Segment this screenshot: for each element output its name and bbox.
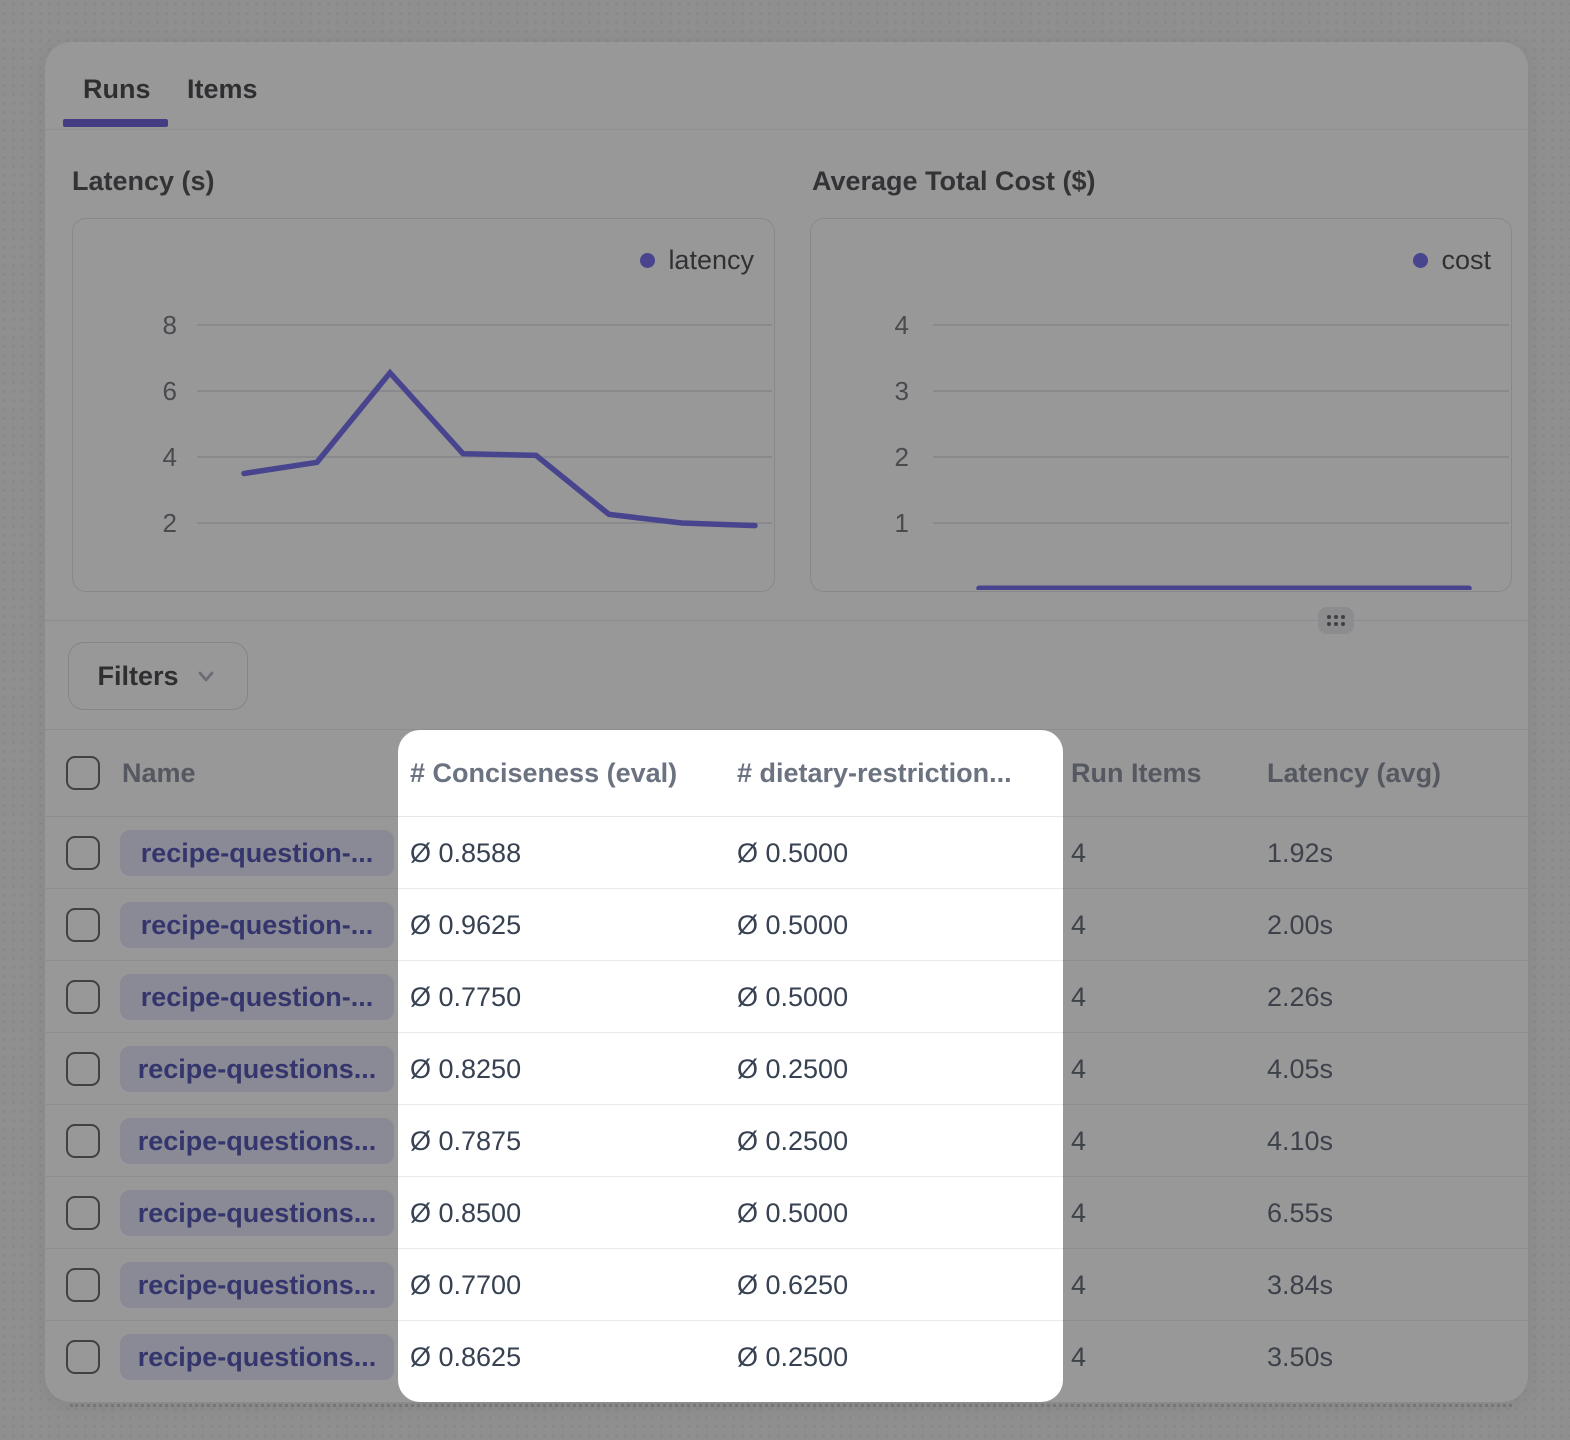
conciseness-cell: Ø 0.7875 [410, 1105, 521, 1177]
tabbar-divider [45, 129, 1528, 130]
filters-button[interactable]: Filters [68, 642, 248, 710]
run-name-badge[interactable]: recipe-questions... [120, 1190, 394, 1236]
conciseness-cell: Ø 0.8588 [410, 817, 521, 889]
run-items-cell: 4 [1071, 1249, 1086, 1321]
row-checkbox[interactable] [66, 1340, 100, 1374]
run-items-cell: 4 [1071, 817, 1086, 889]
y-tick-label: 6 [163, 376, 177, 406]
y-tick-label: 4 [163, 442, 177, 472]
conciseness-cell: Ø 0.8500 [410, 1177, 521, 1249]
dietary-restriction-cell: Ø 0.5000 [737, 817, 848, 889]
run-items-cell: 4 [1071, 961, 1086, 1033]
latency-chart: 8 6 4 2 latency [72, 218, 775, 592]
latency-chart-title: Latency (s) [72, 165, 215, 197]
latency-avg-cell: 3.84s [1267, 1249, 1333, 1321]
cost-chart-title: Average Total Cost ($) [812, 165, 1096, 197]
tab-runs[interactable]: Runs [83, 73, 151, 105]
row-checkbox[interactable] [66, 1124, 100, 1158]
table-row: recipe-questions... Ø 0.8250 Ø 0.2500 4 4.05… [45, 1033, 1528, 1105]
latency-avg-cell: 6.55s [1267, 1177, 1333, 1249]
cost-chart-plot: 4 3 2 1 [811, 219, 1510, 590]
cost-legend: cost [1413, 245, 1491, 276]
page: { "tabs": { "runs": "Runs", "items": "It… [0, 0, 1570, 1440]
header-name: Name [122, 729, 196, 817]
horizontal-scrollbar[interactable] [70, 1404, 1512, 1407]
y-tick-label: 2 [895, 442, 909, 472]
dietary-restriction-cell: Ø 0.2500 [737, 1321, 848, 1393]
y-tick-label: 3 [895, 376, 909, 406]
run-name-badge[interactable]: recipe-questions... [120, 1046, 394, 1092]
run-items-cell: 4 [1071, 1177, 1086, 1249]
table-row: recipe-questions... Ø 0.7700 Ø 0.6250 4 3.84… [45, 1249, 1528, 1321]
latency-avg-cell: 3.50s [1267, 1321, 1333, 1393]
tab-items[interactable]: Items [187, 73, 258, 105]
cost-legend-label: cost [1441, 245, 1491, 276]
dietary-restriction-cell: Ø 0.6250 [737, 1249, 848, 1321]
latency-avg-cell: 2.00s [1267, 889, 1333, 961]
conciseness-cell: Ø 0.8625 [410, 1321, 521, 1393]
dietary-restriction-cell: Ø 0.5000 [737, 889, 848, 961]
resize-drag-handle[interactable] [1318, 607, 1354, 634]
header-run-items: Run Items [1071, 729, 1202, 817]
dietary-restriction-cell: Ø 0.2500 [737, 1033, 848, 1105]
run-items-cell: 4 [1071, 1105, 1086, 1177]
run-items-cell: 4 [1071, 1033, 1086, 1105]
conciseness-cell: Ø 0.9625 [410, 889, 521, 961]
select-all-checkbox[interactable] [66, 756, 100, 790]
dietary-restriction-cell: Ø 0.2500 [737, 1105, 848, 1177]
latency-avg-cell: 2.26s [1267, 961, 1333, 1033]
run-items-cell: 4 [1071, 1321, 1086, 1393]
chevron-down-icon [193, 663, 219, 689]
table-row: recipe-question-... Ø 0.8588 Ø 0.5000 4 1.92… [45, 817, 1528, 889]
grip-dots-icon [1327, 615, 1345, 626]
latency-line [244, 373, 755, 526]
table-row: recipe-questions... Ø 0.7875 Ø 0.2500 4 4.10… [45, 1105, 1528, 1177]
latency-avg-cell: 4.10s [1267, 1105, 1333, 1177]
latency-legend-dot [640, 253, 655, 268]
dietary-restriction-cell: Ø 0.5000 [737, 961, 848, 1033]
table-row: recipe-question-... Ø 0.7750 Ø 0.5000 4 2.26… [45, 961, 1528, 1033]
run-items-cell: 4 [1071, 889, 1086, 961]
charts-divider [45, 620, 1528, 621]
table-row: recipe-question-... Ø 0.9625 Ø 0.5000 4 2.00… [45, 889, 1528, 961]
conciseness-cell: Ø 0.7700 [410, 1249, 521, 1321]
row-checkbox[interactable] [66, 908, 100, 942]
cost-legend-dot [1413, 253, 1428, 268]
header-dietary-restriction: # dietary-restriction... [737, 729, 1012, 817]
header-conciseness: # Conciseness (eval) [410, 729, 677, 817]
y-tick-label: 8 [163, 310, 177, 340]
row-checkbox[interactable] [66, 836, 100, 870]
row-checkbox[interactable] [66, 1052, 100, 1086]
y-tick-label: 2 [163, 508, 177, 538]
cost-chart: 4 3 2 1 cost [810, 218, 1512, 592]
runs-panel: Runs Items Latency (s) Average Total Cos… [45, 42, 1528, 1402]
row-checkbox[interactable] [66, 1268, 100, 1302]
active-tab-underline [63, 119, 168, 127]
latency-avg-cell: 4.05s [1267, 1033, 1333, 1105]
conciseness-cell: Ø 0.7750 [410, 961, 521, 1033]
run-name-badge[interactable]: recipe-question-... [120, 902, 394, 948]
latency-legend-label: latency [668, 245, 754, 276]
run-name-badge[interactable]: recipe-questions... [120, 1262, 394, 1308]
filters-label: Filters [97, 661, 178, 692]
row-checkbox[interactable] [66, 1196, 100, 1230]
run-name-badge[interactable]: recipe-questions... [120, 1118, 394, 1164]
y-tick-label: 1 [895, 508, 909, 538]
table-row: recipe-questions... Ø 0.8625 Ø 0.2500 4 3.50… [45, 1321, 1528, 1393]
latency-legend: latency [640, 245, 754, 276]
table-row: recipe-questions... Ø 0.8500 Ø 0.5000 4 6.55… [45, 1177, 1528, 1249]
table-header: Name # Conciseness (eval) # dietary-rest… [45, 729, 1528, 817]
row-checkbox[interactable] [66, 980, 100, 1014]
run-name-badge[interactable]: recipe-question-... [120, 830, 394, 876]
conciseness-cell: Ø 0.8250 [410, 1033, 521, 1105]
run-name-badge[interactable]: recipe-question-... [120, 974, 394, 1020]
header-latency-avg: Latency (avg) [1267, 729, 1441, 817]
dietary-restriction-cell: Ø 0.5000 [737, 1177, 848, 1249]
latency-avg-cell: 1.92s [1267, 817, 1333, 889]
run-name-badge[interactable]: recipe-questions... [120, 1334, 394, 1380]
y-tick-label: 4 [895, 310, 909, 340]
